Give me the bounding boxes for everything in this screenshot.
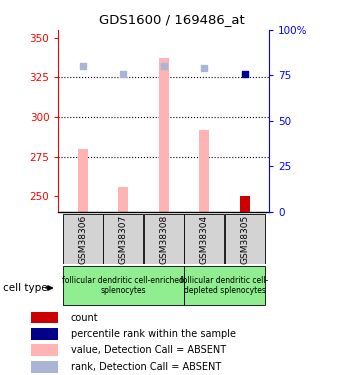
- Point: [202, 65, 207, 71]
- Bar: [240, 202, 250, 212]
- Text: follicular dendritic cell-
depleted splenocytes: follicular dendritic cell- depleted sple…: [180, 276, 269, 295]
- Text: rank, Detection Call = ABSENT: rank, Detection Call = ABSENT: [71, 362, 221, 372]
- Point: [80, 63, 85, 69]
- Text: value, Detection Call = ABSENT: value, Detection Call = ABSENT: [71, 345, 226, 355]
- Text: GSM38305: GSM38305: [240, 214, 249, 264]
- Text: GSM38308: GSM38308: [159, 214, 168, 264]
- Text: follicular dendritic cell-enriched
splenocytes: follicular dendritic cell-enriched splen…: [62, 276, 184, 295]
- Bar: [31, 345, 58, 356]
- FancyBboxPatch shape: [62, 214, 103, 264]
- Bar: [31, 361, 58, 373]
- Text: GDS1600 / 169486_at: GDS1600 / 169486_at: [99, 13, 244, 26]
- FancyBboxPatch shape: [144, 214, 184, 264]
- Text: GSM38307: GSM38307: [119, 214, 128, 264]
- Text: count: count: [71, 313, 98, 322]
- Bar: [240, 196, 250, 212]
- FancyBboxPatch shape: [184, 266, 265, 305]
- Bar: [159, 58, 169, 212]
- FancyBboxPatch shape: [225, 214, 265, 264]
- Bar: [199, 130, 210, 212]
- Text: percentile rank within the sample: percentile rank within the sample: [71, 329, 236, 339]
- Text: GSM38306: GSM38306: [78, 214, 87, 264]
- FancyBboxPatch shape: [103, 214, 143, 264]
- Bar: [31, 312, 58, 324]
- Bar: [118, 187, 128, 212]
- Bar: [78, 148, 88, 212]
- Bar: [31, 328, 58, 340]
- FancyBboxPatch shape: [184, 214, 224, 264]
- Text: GSM38304: GSM38304: [200, 214, 209, 264]
- Point: [161, 63, 167, 69]
- Point: [120, 70, 126, 76]
- Point: [242, 70, 248, 76]
- Text: cell type: cell type: [3, 283, 48, 293]
- FancyBboxPatch shape: [62, 266, 184, 305]
